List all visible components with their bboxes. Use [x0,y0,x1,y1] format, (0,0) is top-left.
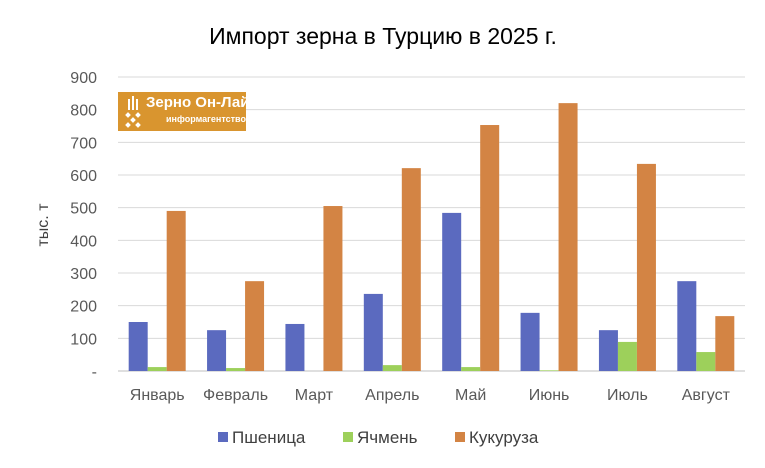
bar-Кукуруза [166,210,186,371]
bar-Кукуруза [636,163,656,371]
y-tick-label: 100 [70,331,97,348]
bar-Кукуруза [715,316,735,371]
bar-Кукуруза [401,168,421,371]
bar-Пшеница [442,212,462,371]
y-tick-label: 600 [70,168,97,185]
logo-title: Зерно Он-Лайн [146,94,259,111]
bar-Пшеница [363,293,383,371]
bar-Кукуруза [245,281,265,371]
bar-Пшеница [598,330,618,371]
chart-title: Импорт зерна в Турцию в 2025 г. [209,23,557,49]
bar-Ячмень [617,341,637,371]
bar-Ячмень [696,352,716,371]
bar-Кукуруза [323,206,343,371]
x-tick-label: Январь [130,387,185,404]
bar-Пшеница [677,281,697,371]
bar-Пшеница [285,323,305,371]
bar-Ячмень [539,370,559,371]
x-tick-label: Июнь [529,387,570,404]
y-tick-label: 300 [70,266,97,283]
y-tick-label: 500 [70,201,97,218]
logo-grain-icon [125,95,141,128]
legend-label: Кукуруза [469,428,539,447]
bar-Ячмень [382,365,402,371]
y-tick-label: 700 [70,135,97,152]
y-tick-label: 800 [70,103,97,120]
legend-swatch [343,432,353,442]
y-axis-label: тыс. т [35,203,52,247]
legend-swatch [455,432,465,442]
y-tick-label: 900 [70,70,97,87]
y-tick-label: 400 [70,233,97,250]
bar-Ячмень [226,368,246,371]
y-tick-label: - [92,364,97,381]
legend-label: Ячмень [357,428,418,447]
legend-label: Пшеница [232,428,306,447]
x-tick-label: Июль [607,387,648,404]
bar-Кукуруза [480,125,500,372]
bar-Ячмень [147,367,167,371]
x-tick-label: Апрель [365,387,419,404]
y-tick-label: 200 [70,299,97,316]
bar-Кукуруза [558,103,578,371]
x-tick-label: Февраль [203,387,268,404]
bar-Ячмень [461,367,481,371]
bar-Пшеница [520,312,540,371]
logo: Зерно Он-Лайн информагентство [118,92,259,131]
legend-swatch [218,432,228,442]
x-tick-label: Март [295,387,334,404]
x-tick-label: Август [682,387,731,404]
bar-Пшеница [128,322,148,371]
x-tick-label: Май [455,387,486,404]
logo-subtitle: информагентство [166,114,246,124]
bar-Пшеница [207,330,227,371]
